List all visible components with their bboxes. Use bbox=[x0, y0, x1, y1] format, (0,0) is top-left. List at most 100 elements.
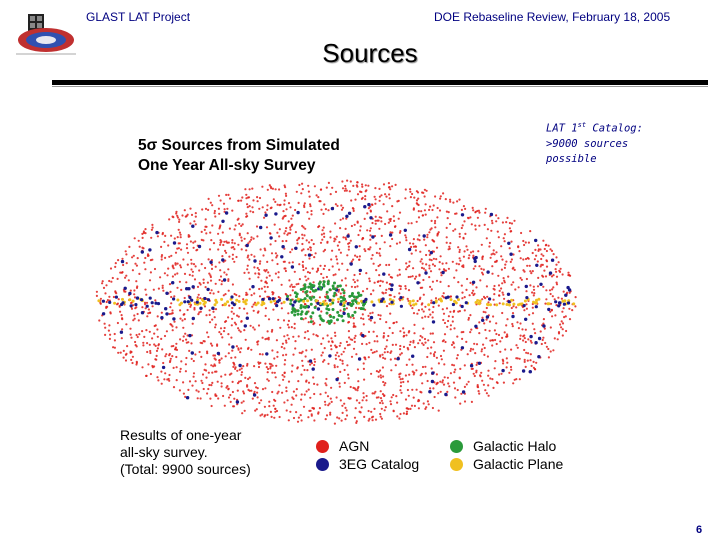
sky-source-dot bbox=[503, 331, 506, 334]
sky-source-dot bbox=[298, 183, 301, 187]
sky-source-dot bbox=[122, 263, 125, 267]
sky-source-dot bbox=[515, 306, 518, 309]
sky-source-dot bbox=[260, 303, 264, 307]
sky-source-dot bbox=[432, 341, 436, 344]
sky-source-dot bbox=[114, 295, 118, 299]
sky-source-dot bbox=[322, 232, 326, 235]
sky-source-dot bbox=[377, 264, 380, 268]
sky-source-dot bbox=[336, 365, 339, 368]
sky-source-dot bbox=[224, 355, 227, 358]
sky-source-dot bbox=[247, 377, 250, 381]
sky-source-dot bbox=[322, 226, 325, 229]
sky-source-dot bbox=[435, 258, 438, 261]
sky-source-dot bbox=[148, 279, 152, 282]
sky-source-dot bbox=[168, 373, 171, 377]
sky-source-dot bbox=[283, 335, 286, 338]
sky-source-dot bbox=[509, 252, 513, 256]
sky-source-dot bbox=[157, 287, 160, 290]
sky-source-dot bbox=[388, 297, 392, 301]
sky-source-dot bbox=[497, 284, 501, 287]
sky-source-dot bbox=[388, 218, 391, 221]
sky-source-dot bbox=[295, 411, 298, 414]
sky-source-dot bbox=[227, 289, 230, 292]
sky-source-dot bbox=[254, 409, 257, 412]
sky-source-dot bbox=[495, 214, 498, 217]
sky-source-dot bbox=[332, 287, 335, 290]
sky-source-dot bbox=[398, 241, 401, 244]
sky-source-dot bbox=[442, 383, 446, 386]
sky-source-dot bbox=[187, 341, 190, 344]
sky-source-dot bbox=[216, 351, 221, 356]
sky-source-dot bbox=[391, 205, 394, 208]
sky-source-dot bbox=[263, 247, 266, 250]
sky-source-dot bbox=[563, 316, 566, 319]
sky-source-dot bbox=[412, 312, 416, 315]
sky-source-dot bbox=[498, 289, 501, 292]
sky-source-dot bbox=[287, 419, 290, 422]
sky-source-dot bbox=[302, 226, 305, 229]
sky-source-dot bbox=[399, 389, 402, 392]
sky-source-dot bbox=[243, 271, 246, 274]
sky-source-dot bbox=[351, 314, 355, 317]
sky-source-dot bbox=[156, 302, 161, 306]
sky-source-dot bbox=[480, 348, 484, 351]
sky-source-dot bbox=[210, 267, 214, 270]
sky-source-dot bbox=[315, 194, 318, 197]
sky-source-dot bbox=[145, 304, 149, 308]
sky-source-dot bbox=[284, 339, 288, 342]
sky-source-dot bbox=[318, 301, 322, 305]
sky-source-dot bbox=[251, 397, 254, 400]
sky-source-dot bbox=[368, 229, 372, 232]
sky-source-dot bbox=[529, 334, 533, 339]
sky-source-dot bbox=[338, 284, 342, 288]
sky-source-dot bbox=[190, 262, 193, 265]
sky-source-dot bbox=[183, 296, 186, 300]
sky-source-dot bbox=[435, 246, 439, 249]
sky-source-dot bbox=[277, 318, 280, 321]
sky-source-dot bbox=[521, 369, 526, 373]
sky-source-dot bbox=[426, 355, 429, 359]
sky-source-dot bbox=[486, 295, 489, 298]
sky-source-dot bbox=[363, 378, 366, 381]
sky-source-dot bbox=[533, 258, 536, 261]
sky-source-dot bbox=[203, 296, 207, 301]
sky-source-dot bbox=[101, 282, 104, 285]
sky-source-dot bbox=[185, 281, 188, 284]
sky-source-dot bbox=[304, 331, 307, 334]
sky-source-dot bbox=[294, 231, 297, 234]
sky-source-dot bbox=[221, 304, 224, 307]
sky-source-dot bbox=[206, 281, 209, 284]
figure-title: 5σ Sources from Simulated One Year All-s… bbox=[138, 136, 340, 176]
sky-source-dot bbox=[429, 313, 432, 316]
sky-source-dot bbox=[420, 258, 423, 261]
sky-source-dot bbox=[160, 311, 163, 314]
sky-source-dot bbox=[142, 341, 145, 344]
sky-source-dot bbox=[382, 335, 385, 338]
sky-source-dot bbox=[482, 383, 485, 386]
sky-source-dot bbox=[478, 332, 481, 335]
sky-source-dot bbox=[160, 316, 164, 320]
sky-source-dot bbox=[495, 251, 498, 254]
sky-source-dot bbox=[574, 296, 577, 299]
sky-source-dot bbox=[329, 411, 332, 414]
sky-source-dot bbox=[246, 215, 249, 218]
sky-source-dot bbox=[135, 363, 138, 366]
sky-source-dot bbox=[206, 298, 211, 302]
sky-source-dot bbox=[471, 291, 474, 295]
sky-source-dot bbox=[250, 389, 253, 392]
sky-source-dot bbox=[431, 208, 434, 212]
sky-source-dot bbox=[250, 253, 253, 256]
sky-source-dot bbox=[285, 239, 288, 243]
sky-source-dot bbox=[319, 287, 323, 291]
sky-source-dot bbox=[178, 231, 181, 234]
sky-source-dot bbox=[276, 262, 279, 266]
sky-source-dot bbox=[123, 286, 127, 290]
sky-source-dot bbox=[280, 302, 283, 305]
sky-source-dot bbox=[361, 196, 364, 199]
sky-source-dot bbox=[141, 236, 144, 239]
sky-source-dot bbox=[300, 249, 303, 252]
sky-source-dot bbox=[531, 291, 534, 294]
sky-source-dot bbox=[205, 232, 208, 235]
sky-source-dot bbox=[237, 300, 241, 303]
sky-source-dot bbox=[264, 290, 267, 293]
